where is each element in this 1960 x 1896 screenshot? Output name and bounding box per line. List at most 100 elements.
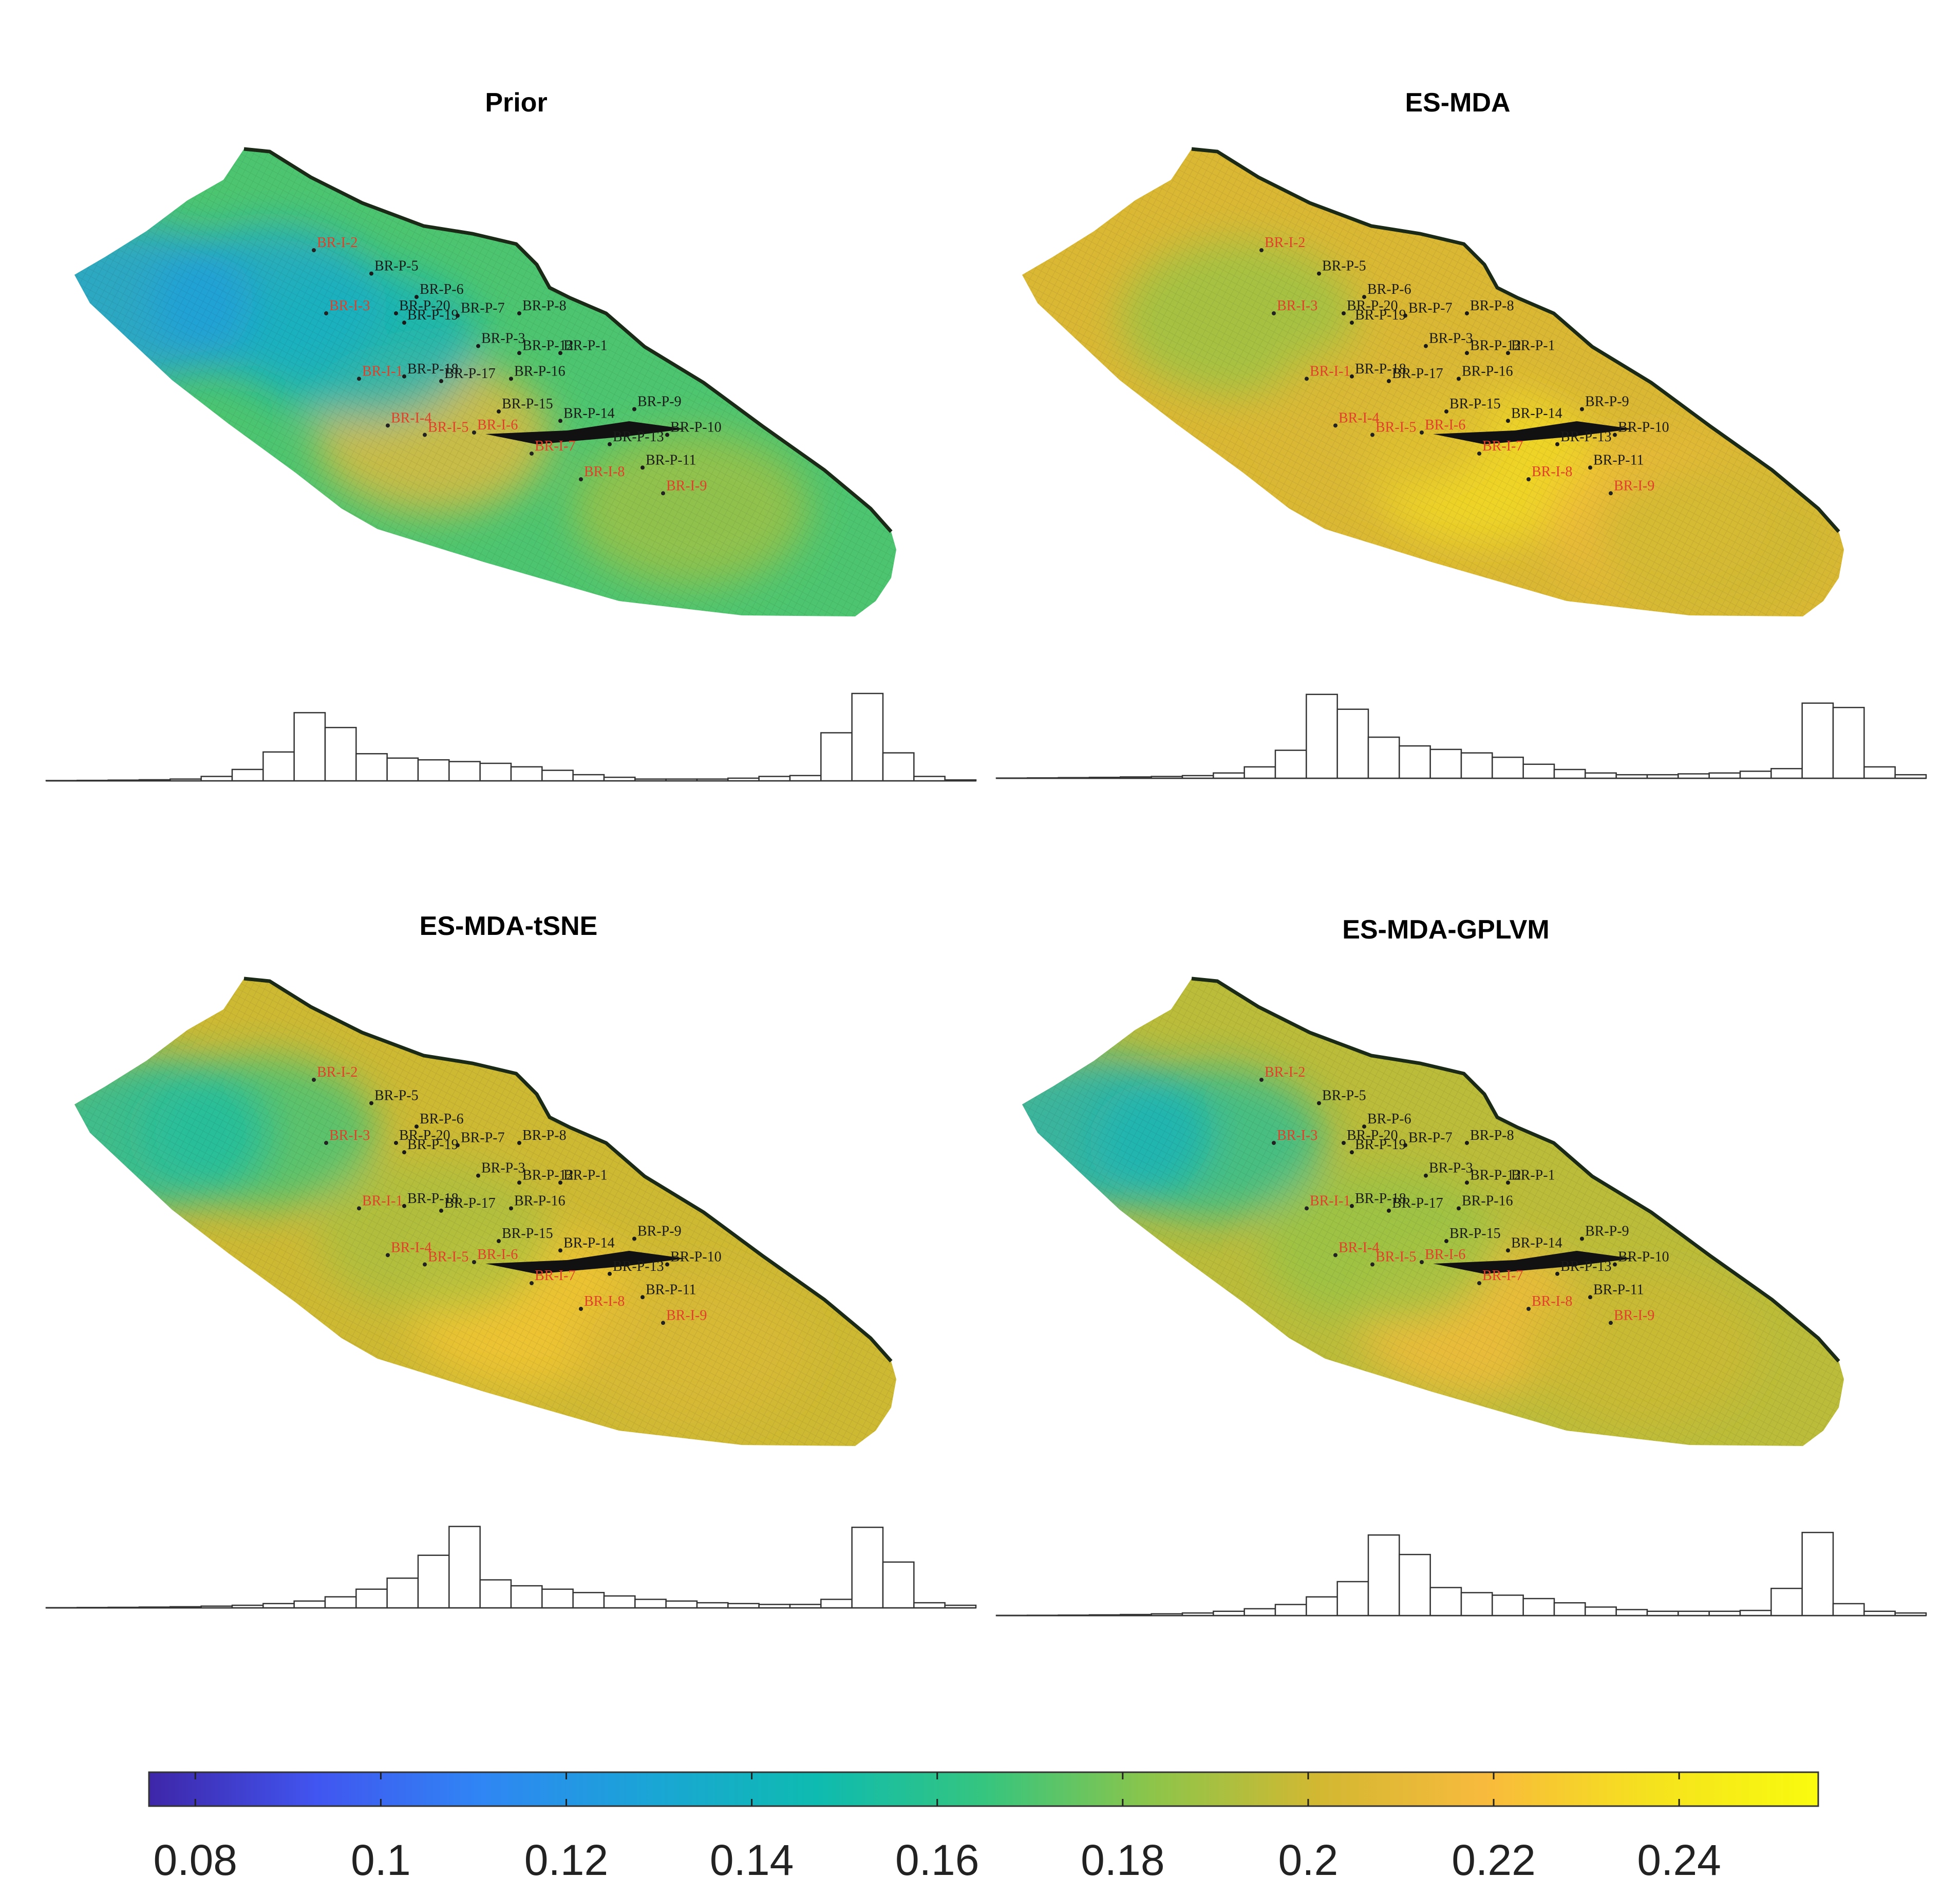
producer-marker bbox=[640, 1295, 645, 1300]
histogram-bar bbox=[1801, 702, 1834, 779]
histogram-bar bbox=[882, 752, 915, 782]
producer-label: BR-P-5 bbox=[374, 1088, 419, 1104]
histogram-bar bbox=[1522, 1598, 1555, 1617]
producer-marker bbox=[517, 1180, 521, 1185]
injector-marker bbox=[472, 430, 476, 435]
injector-label: BR-I-6 bbox=[1425, 417, 1465, 433]
histogram-bar bbox=[1739, 771, 1772, 779]
panel-title: ES-MDA-GPLVM bbox=[1342, 915, 1549, 945]
producer-marker bbox=[1387, 1208, 1391, 1213]
producer-marker bbox=[497, 409, 501, 414]
colorbar-tick-label: 0.18 bbox=[1081, 1836, 1165, 1884]
colorbar-tick-label: 0.24 bbox=[1637, 1836, 1721, 1884]
producer-label: BR-P-18 bbox=[407, 361, 459, 377]
histogram-bar bbox=[1553, 768, 1586, 779]
histogram-bar bbox=[1585, 1606, 1617, 1617]
producer-label: BR-P-16 bbox=[1462, 363, 1513, 379]
injector-label: BR-I-7 bbox=[1482, 1268, 1523, 1284]
histogram-bar bbox=[1678, 1610, 1710, 1617]
injector-label: BR-I-8 bbox=[584, 464, 625, 480]
producer-label: BR-P-15 bbox=[1449, 1226, 1501, 1242]
histogram-bar bbox=[851, 692, 884, 782]
histogram-bar bbox=[572, 774, 605, 782]
producer-marker bbox=[517, 351, 521, 355]
injector-label: BR-I-6 bbox=[477, 417, 518, 433]
reservoir-grid bbox=[74, 149, 896, 616]
producer-label: BR-P-20 bbox=[1347, 1128, 1398, 1143]
producer-marker bbox=[1317, 271, 1321, 276]
producer-label: BR-P-12 bbox=[522, 337, 574, 353]
producer-marker bbox=[402, 374, 406, 379]
histogram-bar bbox=[77, 779, 109, 782]
producer-marker bbox=[497, 1239, 501, 1244]
producer-marker bbox=[1580, 407, 1584, 411]
producer-marker bbox=[1387, 379, 1391, 383]
histogram-bar bbox=[1181, 775, 1214, 779]
producer-label: BR-P-3 bbox=[481, 1160, 525, 1176]
producer-label: BR-P-7 bbox=[461, 1130, 505, 1146]
injector-label: BR-I-6 bbox=[1425, 1247, 1465, 1263]
reservoir-boundary bbox=[243, 147, 893, 533]
injector-marker bbox=[1526, 1307, 1531, 1311]
colorbar-tick-label: 0.12 bbox=[524, 1836, 609, 1884]
producer-marker bbox=[1555, 1271, 1559, 1276]
histogram-bar bbox=[1306, 1596, 1338, 1617]
producer-label: BR-P-9 bbox=[637, 1224, 682, 1240]
producer-marker bbox=[1424, 344, 1428, 348]
histogram-bar bbox=[1615, 1609, 1648, 1617]
producer-marker bbox=[665, 433, 669, 437]
histogram-bar bbox=[293, 712, 326, 782]
producer-marker bbox=[369, 1101, 373, 1105]
producer-marker bbox=[1465, 351, 1469, 355]
histogram-bar bbox=[634, 778, 667, 782]
injector-label: BR-I-3 bbox=[1277, 1128, 1317, 1143]
injector-marker bbox=[423, 1262, 427, 1267]
producer-label: BR-P-8 bbox=[522, 1128, 567, 1143]
producer-marker bbox=[1403, 1143, 1407, 1148]
producer-marker bbox=[1613, 1262, 1617, 1267]
injector-marker bbox=[386, 423, 390, 428]
injector-label: BR-I-9 bbox=[666, 1307, 707, 1323]
producer-marker bbox=[402, 1204, 406, 1208]
histogram-bar bbox=[1088, 1614, 1121, 1617]
producer-marker bbox=[402, 1150, 406, 1155]
injector-marker bbox=[661, 1321, 665, 1325]
producer-marker bbox=[1580, 1236, 1584, 1241]
histogram-bar bbox=[789, 1604, 822, 1609]
histogram-bar bbox=[262, 751, 295, 782]
histogram-bar bbox=[107, 1606, 140, 1609]
injector-marker bbox=[1420, 430, 1424, 435]
histogram-bar bbox=[820, 1599, 853, 1609]
injector-marker bbox=[1305, 1206, 1309, 1211]
histogram-bar bbox=[324, 1596, 357, 1609]
producer-label: BR-P-8 bbox=[1470, 1128, 1514, 1143]
histogram-bar bbox=[386, 1578, 419, 1609]
injector-label: BR-I-7 bbox=[535, 438, 575, 454]
histogram-bar bbox=[1336, 1581, 1369, 1617]
histogram bbox=[45, 692, 977, 782]
histogram-bar bbox=[231, 1604, 264, 1609]
histogram-bar bbox=[355, 1588, 388, 1609]
producer-label: BR-P-10 bbox=[670, 1249, 722, 1265]
producer-label: BR-P-17 bbox=[444, 366, 496, 382]
histogram-bar bbox=[45, 780, 78, 782]
producer-label: BR-P-5 bbox=[374, 258, 419, 274]
producer-marker bbox=[476, 1173, 480, 1178]
histogram-bar bbox=[1646, 774, 1679, 779]
producer-label: BR-P-13 bbox=[1560, 429, 1612, 445]
producer-marker bbox=[517, 1140, 521, 1145]
producer-label: BR-P-15 bbox=[1449, 396, 1501, 412]
producer-label: BR-P-16 bbox=[514, 1193, 566, 1209]
histogram-bar bbox=[262, 1603, 295, 1609]
histogram-bar bbox=[913, 1602, 946, 1609]
histogram-bar bbox=[417, 759, 450, 782]
producer-marker bbox=[1555, 442, 1559, 446]
producer-marker bbox=[1588, 1295, 1592, 1300]
histogram-bar bbox=[1615, 774, 1648, 779]
producer-marker bbox=[394, 1140, 398, 1145]
producer-marker bbox=[369, 271, 373, 276]
producer-label: BR-P-1 bbox=[1511, 1167, 1555, 1183]
producer-label: BR-P-19 bbox=[407, 307, 459, 323]
